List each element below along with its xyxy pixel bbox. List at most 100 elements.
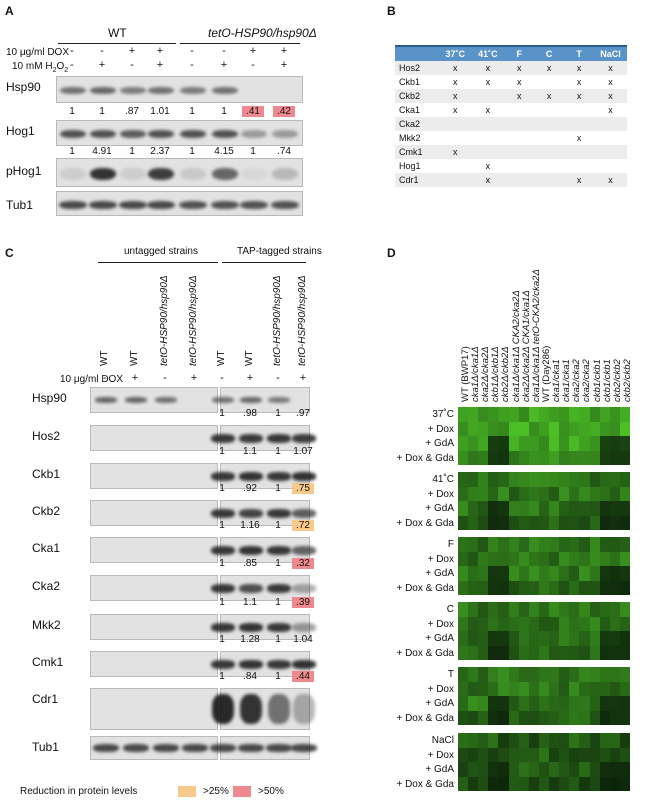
table-cell	[594, 159, 627, 173]
table-cell	[564, 145, 595, 159]
heatmap-cell	[538, 551, 550, 566]
heatmap-cell	[508, 681, 519, 696]
band	[292, 433, 316, 443]
band	[272, 167, 298, 180]
heatmap-cell	[478, 580, 489, 595]
heatmap-cell	[538, 733, 550, 748]
heatmap-cell	[559, 407, 570, 422]
heatmap-cell	[508, 450, 519, 465]
heatmap-cell	[458, 681, 469, 696]
heatmap-cell	[498, 537, 509, 552]
heatmap-cell	[498, 747, 509, 762]
table-cell: x	[594, 61, 627, 75]
dox-sign: +	[156, 45, 164, 57]
heatmap-cell	[569, 733, 580, 748]
heatmap-cell	[599, 501, 610, 516]
band	[148, 87, 174, 94]
table-cell	[564, 117, 595, 131]
heatmap-cell	[468, 501, 479, 516]
protein-value: 1	[219, 597, 225, 608]
table-row-label: Ckb1	[399, 77, 421, 87]
heatmap-cell	[538, 645, 550, 660]
heatmap-cell	[528, 566, 539, 581]
heatmap-cell	[468, 486, 479, 501]
heatmap-cell	[609, 733, 620, 748]
heatmap-cell	[528, 681, 539, 696]
heatmap-cell	[478, 776, 489, 791]
band	[148, 130, 174, 138]
heatmap-cell	[538, 421, 550, 436]
heatmap-cell	[549, 450, 560, 465]
heatmap-cell	[549, 421, 560, 436]
heatmap-row-label: + GdA	[425, 633, 454, 644]
heatmap-cell	[518, 450, 529, 465]
heatmap-cell	[569, 472, 580, 487]
table-cell: x	[452, 77, 458, 87]
heatmap-cell	[518, 515, 529, 530]
band	[292, 545, 316, 555]
heatmap-cell	[619, 645, 630, 660]
heatmap-cell	[458, 667, 469, 682]
table-cell: x	[485, 77, 491, 87]
heatmap-cell	[609, 436, 620, 451]
blot-untagged-tub1	[90, 736, 218, 760]
heatmap-cell	[569, 515, 580, 530]
heatmap-row-label: + Dox	[427, 423, 454, 435]
heatmap-cell	[619, 710, 630, 725]
heatmap-cell	[488, 747, 499, 762]
heatmap-cell	[538, 616, 550, 631]
band	[147, 200, 175, 209]
heatmap-row-label: + Dox	[427, 488, 454, 500]
heatmap-cell	[538, 566, 550, 581]
heatmap-cell	[478, 450, 489, 465]
dox-sign: -	[163, 372, 167, 384]
heatmap-cell	[508, 407, 519, 422]
table-cell: x	[594, 173, 627, 187]
heatmap-cell	[599, 733, 610, 748]
heatmap-cell	[579, 551, 590, 566]
heatmap-cell	[599, 681, 610, 696]
heatmap-cell	[599, 580, 610, 595]
table-cell	[534, 159, 564, 173]
heatmap-cell	[569, 580, 580, 595]
table-header: F	[504, 45, 535, 61]
heatmap-cell	[478, 501, 489, 516]
table-cell	[504, 159, 534, 173]
table-cell	[534, 145, 565, 159]
heatmap-cell	[569, 421, 580, 436]
heatmap-cell	[458, 450, 469, 465]
dox-sign: -	[100, 45, 104, 57]
protein-value: 1	[219, 520, 225, 531]
heatmap-cell	[498, 450, 509, 465]
heatmap-cell	[579, 602, 590, 617]
heatmap-cell	[589, 681, 600, 696]
heatmap-cell	[549, 631, 560, 646]
heatmap-cell	[579, 762, 590, 777]
blot-untagged-cka2	[90, 575, 218, 601]
table-cell	[534, 117, 565, 131]
heatmap-cell	[589, 580, 600, 595]
heatmap-cell	[579, 631, 590, 646]
heatmap-cell	[609, 681, 620, 696]
heatmap-cell	[478, 667, 489, 682]
table-row-label: Cka1	[399, 105, 421, 115]
heatmap-cell	[488, 631, 499, 646]
band	[267, 471, 291, 481]
heatmap-cell	[579, 450, 590, 465]
table-cell: x	[471, 61, 505, 75]
group-mutant-label: tetO-HSP90/hsp90Δ	[208, 26, 317, 40]
table-cell: x	[564, 173, 595, 187]
heatmap-cell	[478, 696, 489, 711]
panel-b-table: 37˚C 41˚C F C T NaCl Hos2 x x x x x x Ckb1 x x x x x Ckb2 x x…	[395, 45, 627, 187]
heatmap-cell	[508, 616, 519, 631]
band	[292, 659, 316, 669]
band	[179, 200, 207, 209]
band	[267, 545, 291, 555]
heatmap-cell	[508, 501, 519, 516]
heatmap-cell	[599, 602, 610, 617]
heatmap-cell	[528, 667, 539, 682]
table-cell: x	[438, 61, 472, 75]
heatmap-cell	[528, 733, 539, 748]
blot-untagged-ckb2	[90, 500, 218, 526]
heatmap-cell	[609, 515, 620, 530]
